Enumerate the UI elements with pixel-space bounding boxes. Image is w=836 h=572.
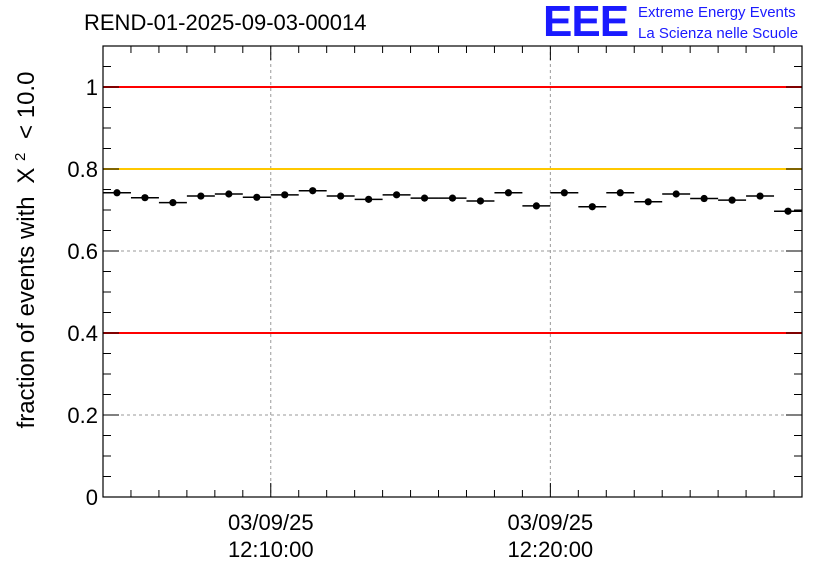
y-tick-label-0: 0: [86, 485, 98, 510]
y-tick-label-4: 0.8: [67, 157, 98, 182]
data-point-23: [756, 192, 764, 200]
data-point-18: [616, 189, 624, 197]
data-point-21: [700, 194, 708, 203]
y-tick-labels: 0 0.2 0.4 0.6 0.8 1: [67, 75, 98, 510]
data-point-9: [365, 195, 373, 203]
data-points: [103, 187, 802, 215]
data-point-22: [728, 196, 736, 204]
data-point-6: [281, 191, 289, 199]
data-point-20: [672, 190, 680, 198]
x-tick-label-1-1: 12:20:00: [508, 537, 594, 562]
y-tick-label-1: 0.2: [67, 403, 98, 428]
y-tick-label-2: 0.4: [67, 321, 98, 346]
data-point-4: [225, 190, 233, 198]
data-point-3: [197, 192, 205, 200]
plot-frame: [102, 45, 803, 498]
data-point-1: [141, 194, 149, 202]
data-point-11: [420, 194, 429, 202]
x-tick-label-1-0: 03/09/25: [508, 510, 594, 535]
y-axis-label: fraction of events with X 2 < 10.0: [4, 72, 40, 429]
data-point-16: [560, 189, 568, 197]
grid-lines: [103, 46, 802, 497]
chart-title: REND-01-2025-09-03-00014: [84, 10, 367, 35]
axis-ticks: [102, 45, 803, 498]
data-point-5: [253, 193, 261, 201]
data-point-7: [309, 187, 317, 195]
y-axis-label-suffix: < 10.0: [13, 72, 40, 139]
y-tick-label-3: 0.6: [67, 239, 98, 264]
data-point-13: [476, 197, 485, 205]
data-point-24: [784, 207, 792, 215]
data-point-8: [337, 192, 345, 200]
data-point-2: [169, 199, 177, 207]
logo-line-2: La Scienza nelle Scuole: [638, 25, 799, 42]
data-point-14: [504, 189, 513, 197]
eee-logo: EEE: [543, 0, 629, 46]
y-axis-label-prefix: fraction of events with: [13, 196, 40, 428]
data-point-12: [448, 194, 457, 202]
logo-line-1: Extreme Energy Events: [638, 4, 796, 21]
data-point-0: [113, 189, 121, 197]
data-point-19: [644, 198, 652, 206]
reference-lines: [103, 86, 802, 334]
data-point-17: [588, 203, 596, 211]
x-tick-label-0-1: 12:10:00: [228, 537, 314, 562]
x-tick-label-0-0: 03/09/25: [228, 510, 314, 535]
data-point-15: [532, 202, 540, 210]
y-tick-label-5: 1: [86, 75, 98, 100]
y-axis-label-symbol: X: [13, 168, 40, 184]
data-point-10: [392, 191, 401, 199]
y-axis-label-superscript: 2: [12, 153, 29, 161]
